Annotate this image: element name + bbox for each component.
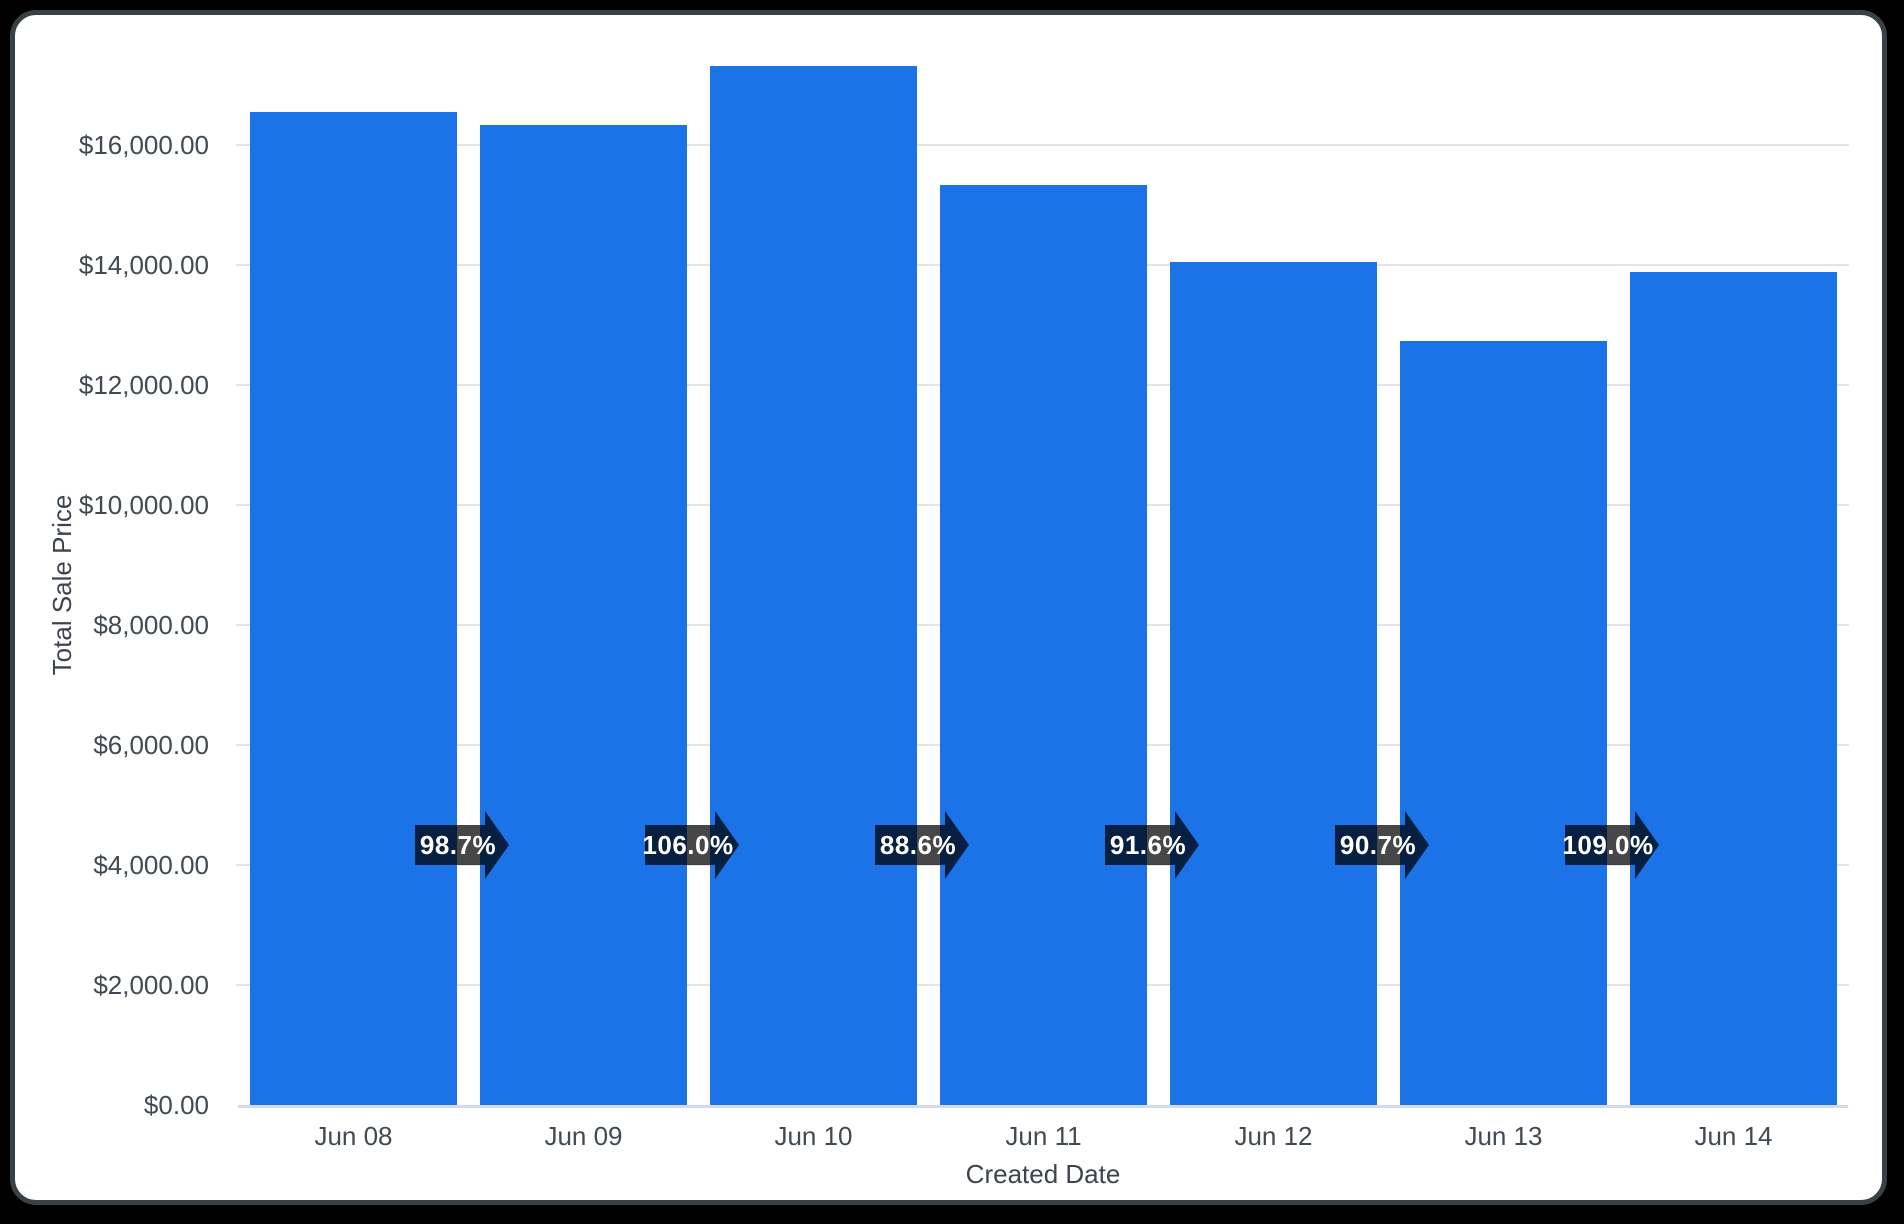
y-tick-label: $10,000.00 (78, 490, 209, 520)
x-tick-label-jun-12: Jun 12 (1234, 1121, 1313, 1151)
growth-arrow-badge: 91.6% (1105, 811, 1199, 879)
bar-jun-12[interactable] (1170, 262, 1377, 1105)
growth-percent-label: 109.0% (1562, 829, 1654, 860)
x-tick-label-jun-10: Jun 10 (774, 1121, 853, 1151)
y-tick-label: $0.00 (143, 1090, 209, 1120)
y-tick-label: $14,000.00 (78, 250, 209, 280)
growth-percent-label: 91.6% (1109, 829, 1187, 860)
right-arrow-icon (1565, 811, 1659, 879)
y-tick-label: $16,000.00 (78, 130, 209, 160)
bar-jun-11[interactable] (940, 185, 1147, 1105)
x-axis-title: Created Date (965, 1159, 1121, 1189)
y-axis-title: Total Sale Price (47, 494, 77, 676)
bar-jun-08[interactable] (250, 112, 457, 1105)
y-tick-label: $2,000.00 (93, 970, 209, 1000)
y-tick-label: $12,000.00 (78, 370, 209, 400)
x-tick-label-jun-13: Jun 13 (1464, 1121, 1543, 1151)
growth-arrow-badge: 106.0% (642, 811, 739, 879)
growth-arrow-badge: 109.0% (1562, 811, 1659, 879)
gridline-16000 (236, 144, 1849, 146)
growth-arrow-badge: 88.6% (875, 811, 969, 879)
growth-arrow-badge: 98.7% (415, 811, 509, 879)
x-tick-label-jun-08: Jun 08 (314, 1121, 393, 1151)
bar-jun-09[interactable] (480, 125, 687, 1105)
bar-jun-13[interactable] (1400, 341, 1607, 1105)
right-arrow-icon (1335, 811, 1429, 879)
growth-percent-label: 90.7% (1339, 829, 1417, 860)
bar-jun-14[interactable] (1630, 272, 1837, 1105)
growth-percent-label: 106.0% (642, 829, 734, 860)
x-axis-line (238, 1105, 1848, 1108)
y-tick-label: $6,000.00 (93, 730, 209, 760)
right-arrow-icon (1105, 811, 1199, 879)
x-tick-label-jun-14: Jun 14 (1694, 1121, 1773, 1151)
x-tick-label-jun-11: Jun 11 (1005, 1121, 1082, 1151)
right-arrow-icon (875, 811, 969, 879)
y-tick-label: $8,000.00 (93, 610, 209, 640)
growth-percent-label: 98.7% (419, 829, 497, 860)
growth-arrow-badge: 90.7% (1335, 811, 1429, 879)
bar-jun-10[interactable] (710, 66, 917, 1105)
right-arrow-icon (645, 811, 739, 879)
y-tick-label: $4,000.00 (93, 850, 209, 880)
growth-percent-label: 88.6% (879, 829, 957, 860)
right-arrow-icon (415, 811, 509, 879)
x-tick-label-jun-09: Jun 09 (544, 1121, 623, 1151)
